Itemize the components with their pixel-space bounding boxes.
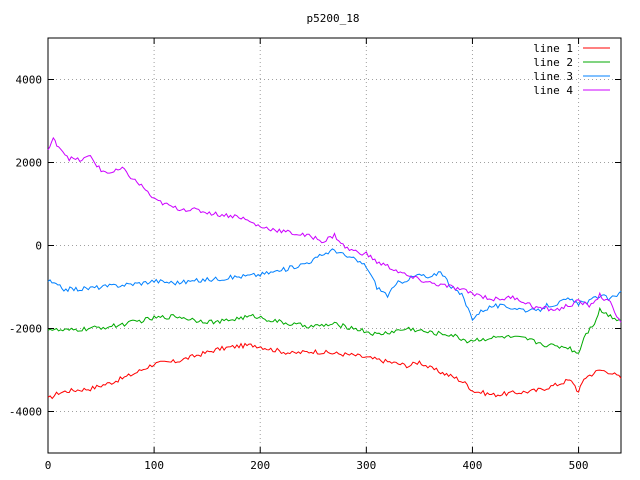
legend-label-2: line 2 <box>533 56 573 69</box>
y-tick-label-3: 2000 <box>16 157 43 170</box>
series-line-2 <box>47 306 622 354</box>
series-line-4 <box>47 136 622 323</box>
series-line-1 <box>47 342 622 400</box>
x-tick-label-5: 500 <box>569 459 589 472</box>
legend-label-1: line 1 <box>533 42 573 55</box>
x-tick-label-2: 200 <box>250 459 270 472</box>
y-tick-label-1: -2000 <box>9 323 42 336</box>
y-tick-label-0: -4000 <box>9 406 42 419</box>
series-line-3 <box>47 248 622 322</box>
x-tick-label-1: 100 <box>144 459 164 472</box>
x-tick-label-4: 400 <box>463 459 483 472</box>
x-tick-label-0: 0 <box>45 459 52 472</box>
x-tick-label-3: 300 <box>356 459 376 472</box>
series-group <box>47 136 622 400</box>
axes: 0 100 200 300 400 500 -4000 -2000 0 2000 4000 <box>9 37 622 472</box>
legend-label-4: line 4 <box>533 84 573 97</box>
legend-label-3: line 3 <box>533 70 573 83</box>
y-tick-label-2: 0 <box>35 240 42 253</box>
y-tick-label-4: 4000 <box>16 74 43 87</box>
chart-title: p5200_18 <box>307 12 360 25</box>
